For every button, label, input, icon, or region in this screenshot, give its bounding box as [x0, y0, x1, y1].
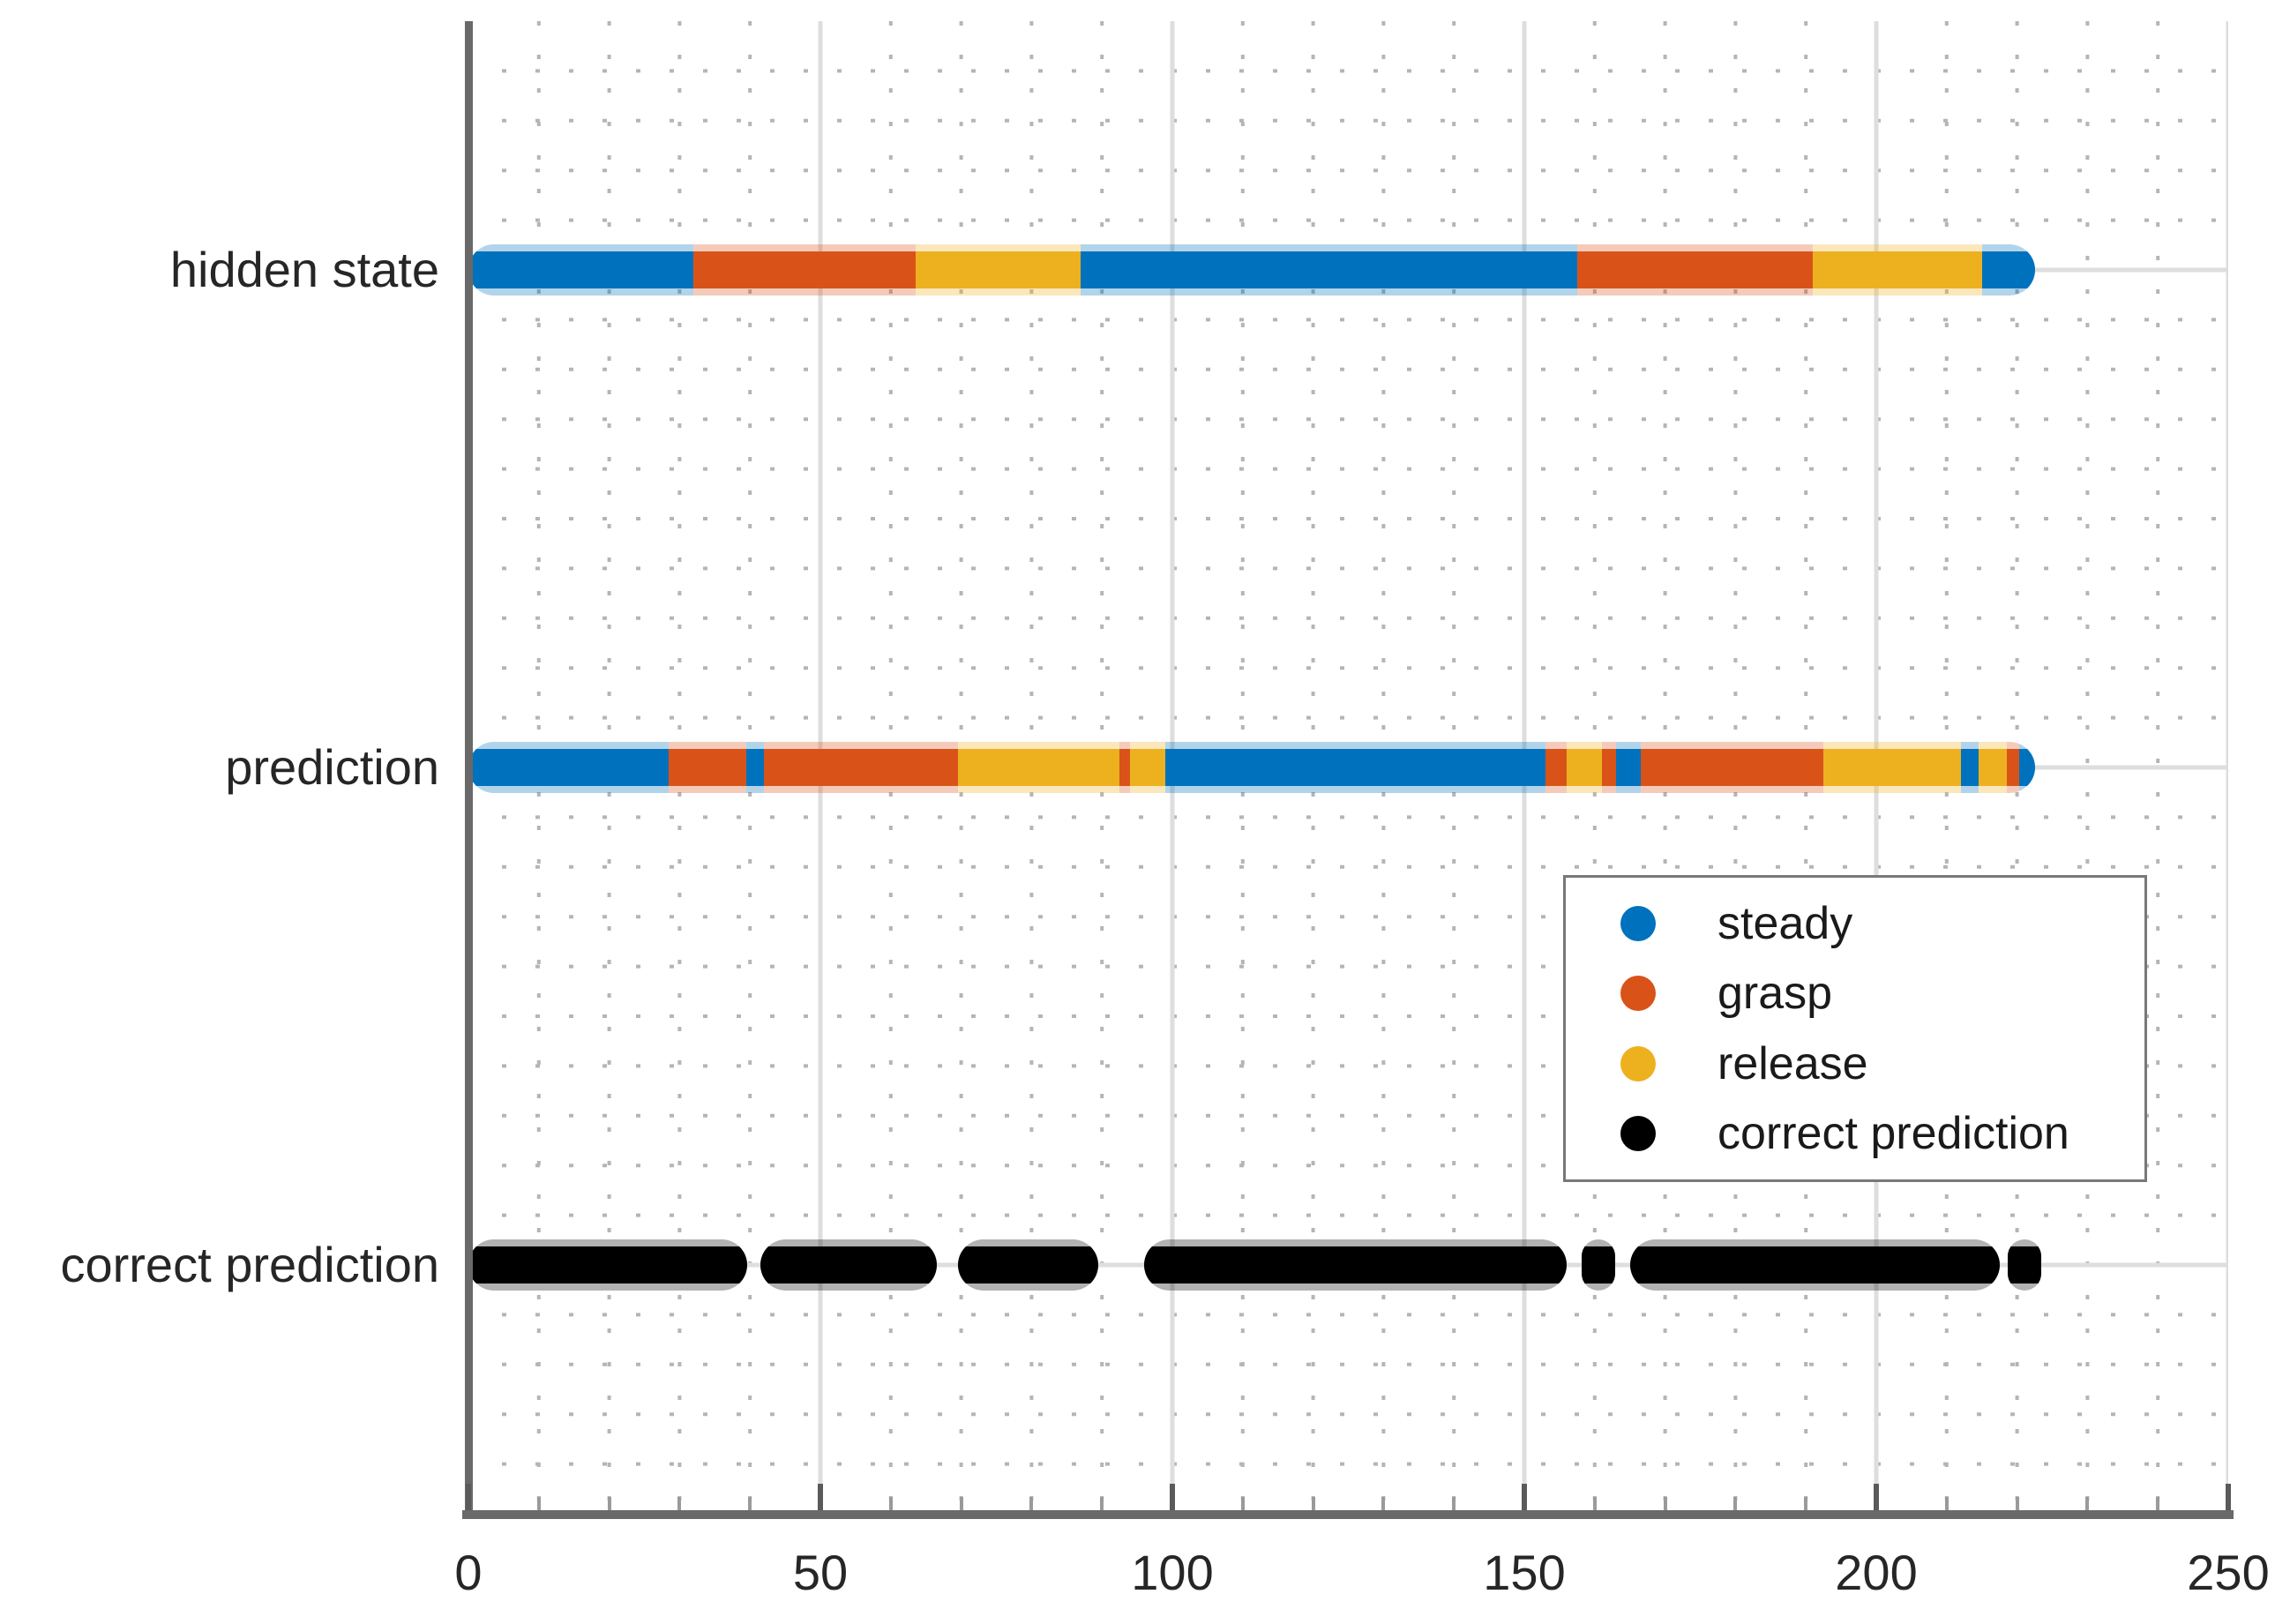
x-axis-tick-major	[1874, 1484, 1879, 1510]
segment-grasp	[1640, 749, 1824, 786]
x-axis-tick-minor	[1804, 1497, 1808, 1510]
x-axis-tick-minor	[2085, 1497, 2090, 1510]
x-axis-tick-major	[1170, 1484, 1175, 1510]
legend-item-label: steady	[1717, 897, 1853, 949]
x-axis-tick-minor	[1663, 1497, 1667, 1510]
hidden-state-series-run	[468, 244, 2035, 296]
legend-item-release: release	[1566, 1039, 2144, 1089]
plot-area	[468, 21, 2228, 1514]
segment-steady	[1615, 749, 1641, 786]
x-tick-label: 150	[1483, 1545, 1566, 1600]
x-axis-tick-major	[466, 1484, 471, 1510]
x-axis-tick-minor	[1944, 1497, 1949, 1510]
x-axis-tick-minor	[1311, 1497, 1315, 1510]
legend-item-steady: steady	[1566, 899, 2144, 948]
segment-steady	[1981, 251, 2035, 288]
segment-steady	[1960, 749, 1979, 786]
x-axis-tick-major	[2226, 1484, 2231, 1510]
x-axis-tick-minor	[2156, 1497, 2160, 1510]
legend-item-grasp: grasp	[1566, 969, 2144, 1018]
segment-release	[1813, 251, 1982, 288]
segment-grasp	[1119, 749, 1131, 786]
segment-grasp	[669, 749, 747, 786]
prediction-series-run	[468, 742, 2035, 793]
x-tick-label: 0	[454, 1545, 483, 1600]
legend-item-label: grasp	[1717, 968, 1833, 1020]
segment-grasp	[764, 749, 958, 786]
correct-prediction-series-run	[2007, 1239, 2041, 1291]
y-axis-label: prediction	[225, 739, 439, 795]
x-axis-tick-minor	[748, 1497, 752, 1510]
segment-steady	[1165, 749, 1545, 786]
segment-steady	[746, 749, 765, 786]
segment-correct	[1144, 1246, 1567, 1283]
legend-item-correct: correct prediction	[1566, 1109, 2144, 1158]
x-axis-tick-minor	[1240, 1497, 1245, 1510]
x-axis-tick-minor	[1452, 1497, 1456, 1510]
x-axis-tick-minor	[1381, 1497, 1386, 1510]
x-tick-label: 200	[1835, 1545, 1918, 1600]
segment-steady	[1081, 251, 1577, 288]
legend-marker-grasp-icon	[1620, 976, 1656, 1012]
segment-release	[957, 749, 1120, 786]
segment-steady	[2018, 749, 2035, 786]
x-axis-line	[462, 1510, 2234, 1519]
x-axis-tick-minor	[1100, 1497, 1104, 1510]
legend: steady grasp release correct prediction	[1563, 875, 2147, 1182]
legend-marker-correct-icon	[1620, 1116, 1656, 1152]
segment-steady	[468, 749, 670, 786]
segment-grasp	[1576, 251, 1814, 288]
segment-grasp	[2006, 749, 2019, 786]
x-tick-label: 50	[792, 1545, 849, 1600]
segment-correct	[2007, 1246, 2041, 1283]
segment-grasp	[693, 251, 916, 288]
segment-release	[1978, 749, 2007, 786]
legend-item-label: correct prediction	[1717, 1108, 2069, 1160]
segment-steady	[468, 251, 694, 288]
legend-marker-steady-icon	[1620, 905, 1656, 941]
correct-prediction-series-run	[1581, 1239, 1615, 1291]
correct-prediction-series-run	[957, 1239, 1099, 1291]
segment-grasp	[1601, 749, 1616, 786]
correct-prediction-series-run	[1144, 1239, 1567, 1291]
y-axis-label: correct prediction	[60, 1237, 439, 1292]
y-axis-label: hidden state	[169, 242, 439, 297]
x-axis-tick-minor	[1592, 1497, 1597, 1510]
segment-correct	[1581, 1246, 1615, 1283]
x-axis-tick-major	[1522, 1484, 1527, 1510]
segment-release	[1566, 749, 1602, 786]
x-axis-tick-minor	[1733, 1497, 1738, 1510]
segment-release	[915, 251, 1081, 288]
x-axis-tick-minor	[1029, 1497, 1034, 1510]
x-axis-tick-minor	[888, 1497, 893, 1510]
x-axis-tick-major	[818, 1484, 823, 1510]
y-axis-line	[465, 21, 473, 1519]
segment-correct	[468, 1246, 747, 1283]
segment-release	[1823, 749, 1961, 786]
legend-item-label: release	[1717, 1037, 1868, 1089]
segment-correct	[957, 1246, 1099, 1283]
x-axis-tick-minor	[959, 1497, 963, 1510]
x-tick-label: 250	[2187, 1545, 2270, 1600]
correct-prediction-series-run	[760, 1239, 937, 1291]
x-axis-tick-minor	[536, 1497, 541, 1510]
segment-release	[1130, 749, 1165, 786]
x-tick-label: 100	[1131, 1545, 1214, 1600]
x-axis-tick-minor	[2015, 1497, 2019, 1510]
correct-prediction-series-run	[1629, 1239, 2000, 1291]
x-axis-tick-minor	[677, 1497, 682, 1510]
segment-correct	[760, 1246, 937, 1283]
x-axis-tick-minor	[607, 1497, 611, 1510]
correct-prediction-series-run	[468, 1239, 747, 1291]
segment-grasp	[1545, 749, 1567, 786]
legend-marker-release-icon	[1620, 1045, 1656, 1081]
segment-correct	[1629, 1246, 2000, 1283]
